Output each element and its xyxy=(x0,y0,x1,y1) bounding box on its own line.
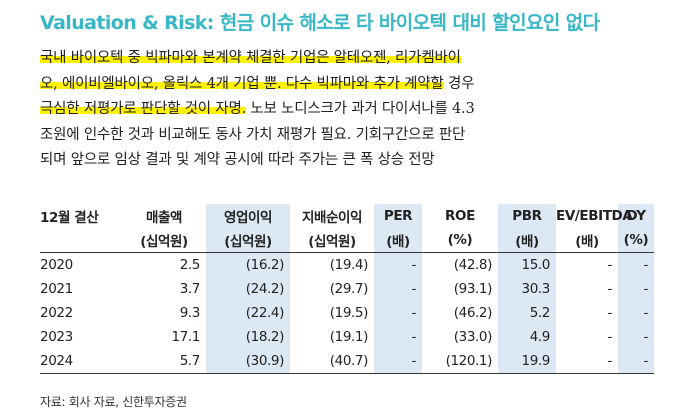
source-note: 자료: 회사 자료, 신한투자증권 xyxy=(40,395,187,409)
table-cell: 3.7 xyxy=(179,281,201,297)
table-cell: - xyxy=(374,349,422,374)
table-cell: 30.3 xyxy=(498,277,556,301)
table-cell: 4.9 xyxy=(498,325,556,349)
table-cell: 5.7 xyxy=(122,349,206,374)
paragraph-line-2: 오, 에이비엘바이오, 올릭스 4개 기업 뿐. 다수 빅파마와 추가 계약할 … xyxy=(40,72,666,98)
table-cell: 15.0 xyxy=(498,252,556,277)
year-cell: 2024 xyxy=(40,349,122,374)
table-cell: (29.7) xyxy=(329,281,369,297)
highlight-2: 오, 에이비엘바이오, 올릭스 4개 기업 뿐. 다수 빅파마와 추가 계약할 xyxy=(40,75,444,92)
table-cell: - xyxy=(374,277,422,301)
table-cell: (120.1) xyxy=(422,349,498,374)
table-cell: - xyxy=(618,277,654,301)
table-row: 2022 9.3 (22.4) (19.5) - (46.2) 5.2 - - xyxy=(40,301,654,325)
table-row: 2020 2.5 (16.2) (19.4) - (42.8) 15.0 - - xyxy=(40,252,654,277)
highlight-1: 국내 바이오텍 중 빅파마와 본계약 체결한 기업은 알테오젠, 리가켐바이 xyxy=(40,50,461,66)
header-unit: (십억원) xyxy=(206,228,290,253)
table-row: 2021 3.7 (24.2) (29.7) - (93.1) 30.3 - - xyxy=(40,277,654,301)
table-cell: (42.8) xyxy=(453,257,493,273)
year-cell: 2021 xyxy=(40,281,73,297)
table-cell: (18.2) xyxy=(206,325,290,349)
paragraph-line-2-rest: 경우 xyxy=(443,75,475,92)
table-cell: (24.2) xyxy=(206,277,290,301)
header-unit xyxy=(40,228,122,253)
table-cell: (40.7) xyxy=(290,349,374,374)
table-header: 12월 결산 매출액 영업이익 지배순이익 PER ROE PBR EV/EBI… xyxy=(40,204,654,253)
table-cell: (19.4) xyxy=(329,257,369,273)
header-unit: (십억원) xyxy=(122,228,206,253)
header-row-1: 12월 결산 매출액 영업이익 지배순이익 PER ROE PBR EV/EBI… xyxy=(40,204,654,228)
table-cell: - xyxy=(374,301,422,325)
table-cell: 19.9 xyxy=(498,349,556,374)
header-cell: 12월 결산 xyxy=(40,210,99,226)
highlight-3: 극심한 저평가로 판단할 것이 자명. xyxy=(40,101,247,117)
header-unit: (%) xyxy=(422,228,498,253)
table-cell: (93.1) xyxy=(453,281,493,297)
section-title: Valuation & Risk: 현금 이슈 해소로 타 바이오텍 대비 할인… xyxy=(40,12,600,34)
table-cell: 5.2 xyxy=(498,301,556,325)
header-unit: (배) xyxy=(498,228,556,253)
table-cell: - xyxy=(618,252,654,277)
table-row: 2024 5.7 (30.9) (40.7) - (120.1) 19.9 - … xyxy=(40,349,654,374)
table-cell: (30.9) xyxy=(206,349,290,374)
header-cell: PBR xyxy=(498,204,556,228)
header-cell: ROE xyxy=(445,208,475,224)
header-cell: 영업이익 xyxy=(206,204,290,228)
table-cell: (33.0) xyxy=(453,329,493,345)
year-cell: 2020 xyxy=(40,257,73,273)
paragraph-line-5: 되며 앞으로 임상 결과 및 계약 공시에 따라 주가는 큰 폭 상승 전망 xyxy=(40,152,435,168)
table-cell: - xyxy=(374,325,422,349)
paragraph-line-4: 조원에 인수한 것과 비교해도 동사 가치 재평가 필요. 기회구간으로 판단 xyxy=(40,126,466,143)
table-cell: (19.5) xyxy=(329,305,369,321)
paragraph-line-3: 극심한 저평가로 판단할 것이 자명. 노보 노디스크가 과거 다이서나를 4.… xyxy=(40,97,666,123)
header-row-2: (십억원) (십억원) (십억원) (배) (%) (배) (배) (%) xyxy=(40,228,654,253)
table-cell: - xyxy=(618,301,654,325)
table-cell: - xyxy=(556,349,618,374)
summary-paragraph: 국내 바이오텍 중 빅파마와 본계약 체결한 기업은 알테오젠, 리가켐바이 오… xyxy=(40,46,666,174)
header-cell: PER xyxy=(374,204,422,228)
paragraph-line-1: 국내 바이오텍 중 빅파마와 본계약 체결한 기업은 알테오젠, 리가켐바이 xyxy=(40,46,666,72)
header-unit: (배) xyxy=(374,228,422,253)
table-cell: (46.2) xyxy=(453,305,493,321)
table-cell: - xyxy=(618,325,654,349)
header-cell: EV/EBITDA xyxy=(556,208,633,224)
table-cell: (22.4) xyxy=(206,301,290,325)
year-cell: 2023 xyxy=(40,329,73,345)
financial-summary-table: 12월 결산 매출액 영업이익 지배순이익 PER ROE PBR EV/EBI… xyxy=(40,204,654,374)
header-unit: (배) xyxy=(556,228,618,253)
header-cell: 매출액 xyxy=(145,210,183,226)
table-row: 2023 17.1 (18.2) (19.1) - (33.0) 4.9 - - xyxy=(40,325,654,349)
table-body: 2020 2.5 (16.2) (19.4) - (42.8) 15.0 - -… xyxy=(40,252,654,374)
table-cell: (19.1) xyxy=(329,329,369,345)
table-cell: (16.2) xyxy=(206,252,290,277)
header-unit: (%) xyxy=(618,228,654,253)
table-cell: - xyxy=(607,257,613,273)
header-cell: DY xyxy=(618,204,654,228)
header-unit: (십억원) xyxy=(290,228,374,253)
paragraph-line-3-rest: 노보 노디스크가 과거 다이서나를 4.3 xyxy=(246,101,475,117)
table-cell: - xyxy=(374,252,422,277)
table-cell: 17.1 xyxy=(171,329,201,345)
table-cell: 9.3 xyxy=(179,305,201,321)
table-cell: 2.5 xyxy=(179,257,201,273)
table-cell: - xyxy=(607,305,613,321)
year-cell: 2022 xyxy=(40,305,73,321)
table-cell: - xyxy=(607,281,613,297)
table-cell: - xyxy=(618,349,654,374)
header-cell: 지배순이익 xyxy=(301,210,363,226)
table-cell: - xyxy=(607,329,613,345)
